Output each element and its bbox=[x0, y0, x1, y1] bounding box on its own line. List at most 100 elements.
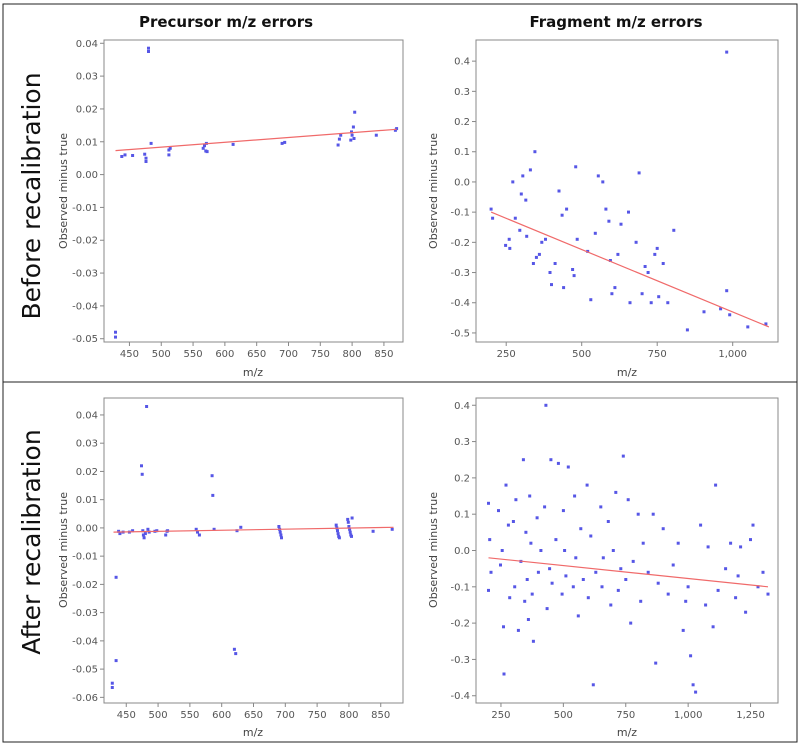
y-tick-label: 0.02 bbox=[76, 467, 98, 478]
data-point bbox=[666, 592, 670, 596]
data-point bbox=[550, 581, 554, 585]
data-point bbox=[576, 614, 580, 618]
data-point bbox=[511, 180, 515, 184]
x-tick-label: 800 bbox=[339, 710, 358, 721]
data-point bbox=[144, 156, 148, 160]
y-tick-label: -0.3 bbox=[450, 268, 470, 279]
x-tick-label: 250 bbox=[497, 349, 516, 360]
y-tick-label: -0.5 bbox=[450, 328, 470, 339]
data-point bbox=[556, 461, 560, 465]
y-axis-label: Observed minus true bbox=[427, 133, 440, 249]
data-point bbox=[280, 536, 283, 540]
data-point bbox=[144, 160, 148, 163]
data-point bbox=[164, 533, 168, 537]
data-point bbox=[506, 523, 510, 527]
data-point bbox=[114, 330, 117, 334]
data-point bbox=[579, 527, 583, 531]
data-point bbox=[502, 625, 505, 629]
data-point bbox=[593, 231, 597, 235]
data-point bbox=[210, 474, 214, 478]
data-point bbox=[666, 301, 670, 305]
data-point bbox=[646, 271, 650, 274]
data-point bbox=[685, 328, 689, 332]
data-point bbox=[711, 625, 715, 629]
data-point bbox=[521, 458, 525, 462]
data-point bbox=[689, 654, 693, 658]
data-point bbox=[278, 530, 282, 534]
data-point bbox=[231, 142, 235, 146]
y-tick-label: -0.05 bbox=[72, 665, 98, 676]
data-point bbox=[672, 228, 676, 232]
y-tick-label: -0.1 bbox=[450, 208, 470, 219]
data-point bbox=[604, 207, 608, 211]
data-point bbox=[346, 517, 350, 521]
data-point bbox=[502, 672, 506, 676]
data-point bbox=[651, 512, 655, 516]
data-point bbox=[704, 603, 708, 607]
data-point bbox=[694, 690, 698, 694]
data-point bbox=[536, 570, 540, 574]
data-point bbox=[234, 652, 238, 656]
data-point bbox=[117, 529, 121, 533]
data-point bbox=[619, 567, 623, 571]
data-point bbox=[535, 516, 539, 520]
data-point bbox=[749, 538, 752, 542]
data-point bbox=[751, 523, 755, 527]
data-point bbox=[395, 127, 399, 131]
data-point bbox=[339, 133, 343, 137]
data-point bbox=[350, 133, 354, 137]
data-point bbox=[548, 271, 552, 274]
data-point bbox=[531, 262, 535, 265]
data-point bbox=[146, 527, 150, 531]
data-point bbox=[671, 563, 675, 567]
x-tick-label: 650 bbox=[247, 349, 266, 360]
data-point bbox=[676, 541, 680, 545]
data-point bbox=[540, 240, 544, 244]
data-point bbox=[203, 144, 206, 148]
data-point bbox=[725, 289, 729, 293]
data-point bbox=[641, 541, 645, 545]
x-tick-label: 550 bbox=[184, 349, 203, 360]
data-point bbox=[489, 207, 493, 211]
data-point bbox=[519, 192, 523, 196]
data-point bbox=[734, 596, 738, 600]
data-point bbox=[149, 141, 153, 145]
x-tick-label: 500 bbox=[572, 349, 591, 360]
y-tick-label: -0.05 bbox=[72, 334, 98, 345]
data-point bbox=[528, 494, 532, 498]
y-tick-label: -0.1 bbox=[450, 582, 470, 593]
data-point bbox=[142, 536, 146, 540]
y-tick-label: -0.4 bbox=[450, 691, 470, 702]
y-tick-label: -0.02 bbox=[72, 580, 98, 591]
data-point bbox=[525, 234, 529, 238]
data-point bbox=[114, 659, 118, 663]
data-point bbox=[614, 490, 618, 494]
data-point bbox=[167, 148, 171, 152]
chart-precursor-after: m/z Observed minus true 450 500 550 600 650 7… bbox=[57, 397, 404, 739]
x-tick-label: 650 bbox=[244, 710, 263, 721]
data-point bbox=[649, 301, 653, 305]
data-point bbox=[504, 483, 508, 487]
data-point bbox=[511, 520, 515, 523]
x-tick-label: 850 bbox=[374, 349, 393, 360]
data-point bbox=[118, 532, 122, 536]
data-point bbox=[140, 464, 143, 468]
data-point bbox=[613, 286, 617, 290]
y-tick-label: 0.3 bbox=[454, 87, 470, 98]
y-tick-label: 0.01 bbox=[76, 495, 98, 506]
data-point bbox=[348, 530, 352, 534]
data-point bbox=[572, 274, 576, 278]
y-tick-label: -0.04 bbox=[72, 636, 98, 647]
y-tick-label: -0.01 bbox=[72, 203, 98, 214]
data-point bbox=[347, 525, 351, 528]
trend-line bbox=[490, 211, 770, 328]
data-point bbox=[736, 574, 740, 578]
data-point bbox=[336, 532, 340, 536]
chart-precursor-before: m/z Observed minus true 450 500 550 600 650 7… bbox=[57, 39, 404, 379]
data-point bbox=[716, 588, 720, 592]
x-tick-label: 1,000 bbox=[674, 710, 703, 721]
data-point bbox=[728, 313, 732, 317]
data-point bbox=[631, 559, 635, 563]
x-tick-label: 750 bbox=[616, 710, 635, 721]
y-tick-label: -0.3 bbox=[450, 655, 470, 666]
